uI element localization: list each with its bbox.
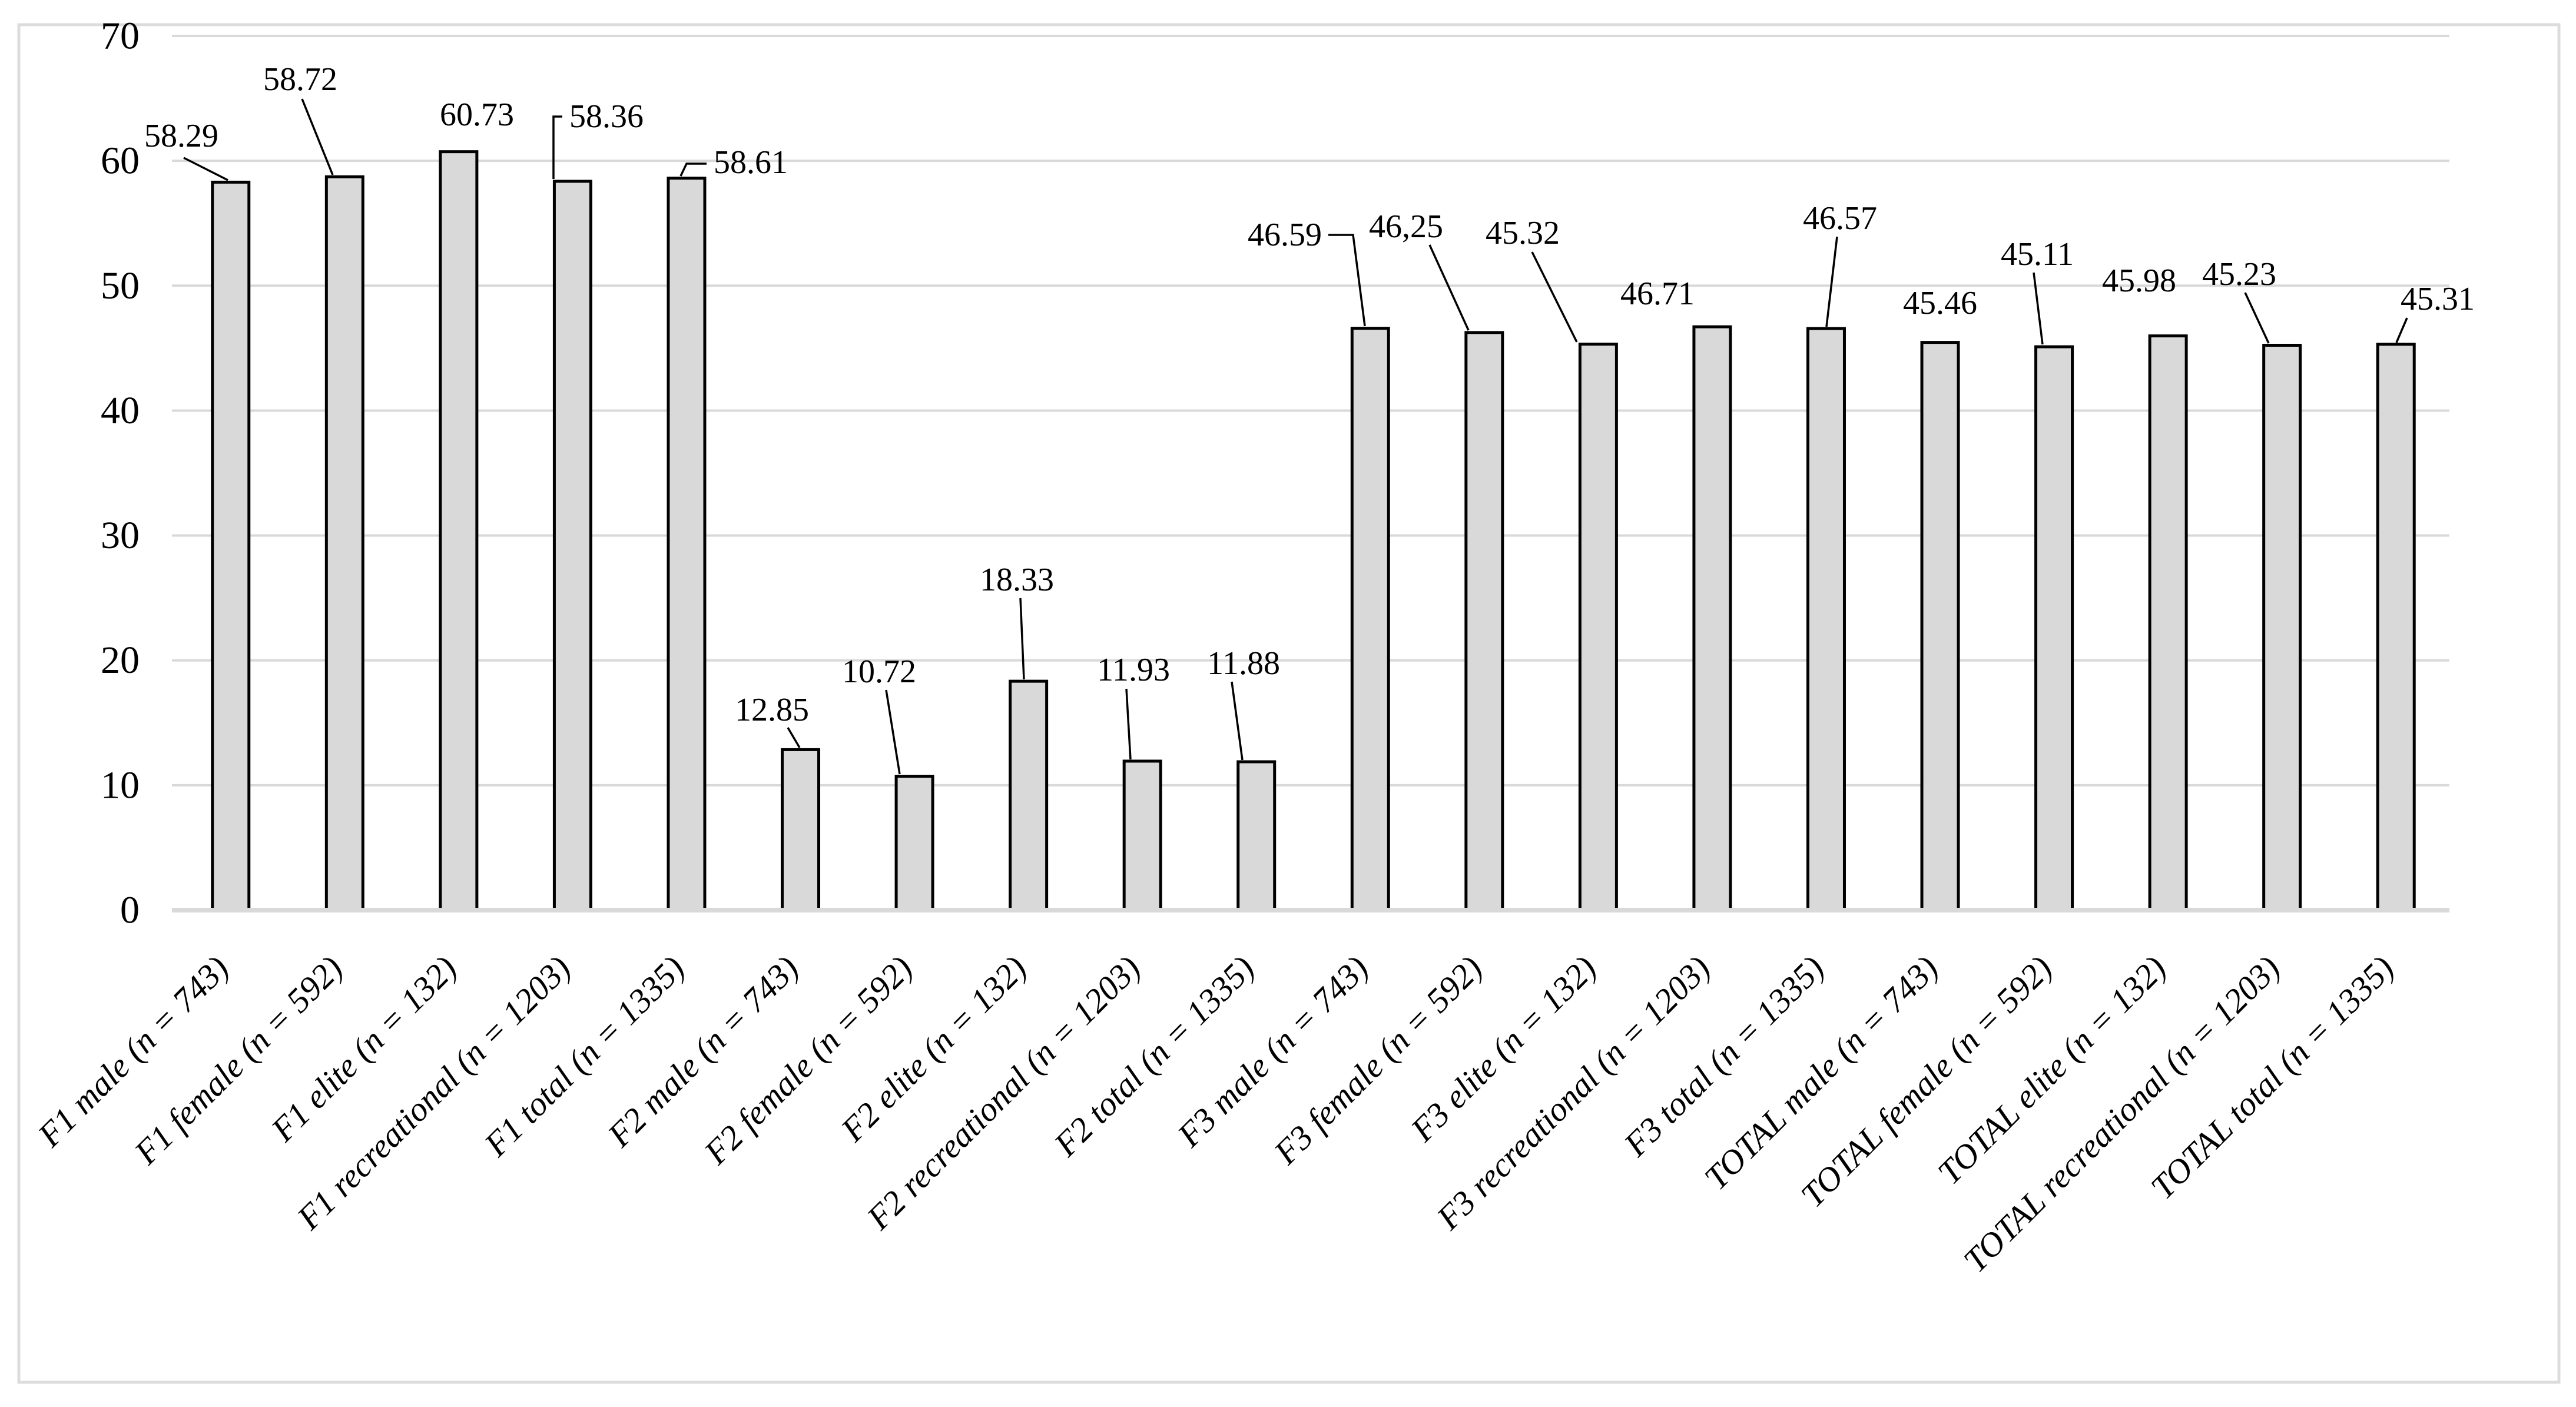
bar [894, 775, 934, 912]
data-label: 58.72 [263, 61, 337, 98]
data-label: 10.72 [842, 653, 916, 690]
data-label: 60.73 [440, 97, 514, 133]
data-label: 11.88 [1207, 645, 1280, 682]
data-label-leader [787, 727, 801, 748]
y-axis-tick-label: 10 [101, 764, 140, 807]
data-label-leader [885, 689, 901, 775]
x-axis-category-label: F2 total (n = 1335) [1046, 948, 1262, 1164]
y-axis-tick-label: 40 [101, 389, 140, 432]
x-axis-category-label: F2 male (n = 743) [600, 948, 806, 1154]
y-axis-tick-label: 70 [101, 15, 140, 58]
data-label-leader [183, 157, 228, 181]
y-axis-tick-label: 50 [101, 264, 140, 307]
bar [211, 180, 251, 912]
data-label-leader [2395, 317, 2408, 343]
data-labels: 58.29 58.72 60.73 58.36 58.61 12.85 10.72 18.33… [144, 61, 2475, 728]
bar [1464, 331, 1504, 912]
data-label: 46.71 [1620, 276, 1695, 312]
data-label-leader [1125, 688, 1132, 760]
x-axis-category-label: TOTAL elite (n = 132) [1930, 948, 2173, 1192]
x-axis-category-label: F3 female (n = 592) [1266, 948, 1490, 1172]
bar [781, 748, 821, 912]
x-axis-category-label: F1 total (n = 1335) [476, 948, 692, 1164]
x-axis-category-label: F1 male (n = 743) [30, 948, 236, 1154]
bar [1350, 327, 1390, 912]
bar [1806, 327, 1846, 912]
data-label: 45.11 [2001, 236, 2074, 273]
bar [667, 177, 707, 912]
bar [439, 150, 479, 912]
y-axis-tick-label: 60 [101, 140, 140, 182]
data-label-leader [1531, 251, 1578, 343]
data-label: 45.98 [2102, 263, 2176, 299]
y-axis-tick-label: 20 [101, 639, 140, 682]
data-label: 58.61 [714, 144, 788, 181]
data-label: 11.93 [1097, 652, 1170, 688]
bar [2034, 345, 2074, 912]
bar [1578, 343, 1618, 912]
bar [2148, 334, 2188, 912]
x-axis-category-label: F1 female (n = 592) [127, 948, 350, 1172]
data-label-leader-lines [183, 98, 2408, 775]
x-axis-labels: F1 male (n = 743)F1 female (n = 592)F1 e… [30, 948, 2401, 1280]
bar [1122, 759, 1162, 912]
data-label: 58.36 [569, 98, 644, 135]
bar [1920, 341, 1960, 912]
data-label-leader [1328, 234, 1366, 327]
data-label-leader [2244, 292, 2270, 344]
bar [2376, 343, 2416, 912]
data-label: 45.23 [2202, 256, 2276, 293]
bar [2262, 343, 2302, 912]
data-label-leader [1019, 598, 1025, 680]
bar [1236, 760, 1277, 912]
data-label: 45.31 [2401, 281, 2475, 317]
y-axis-labels: 0 10 20 30 40 50 60 70 [101, 15, 140, 932]
data-label-leader [1231, 681, 1244, 761]
data-label: 46.57 [1803, 200, 1877, 237]
data-label-leader [552, 115, 562, 179]
bar [324, 175, 364, 912]
data-label-leader [1428, 244, 1470, 331]
data-label: 12.85 [735, 692, 809, 728]
bars [211, 150, 2416, 912]
x-axis-category-label: F2 female (n = 592) [697, 948, 920, 1172]
data-label: 45.46 [1903, 285, 1977, 321]
data-label: 46,25 [1369, 208, 1443, 245]
data-label: 18.33 [980, 562, 1054, 598]
data-label-leader [2033, 272, 2044, 345]
data-label: 45.32 [1486, 215, 1560, 251]
figure-border [17, 23, 2561, 1384]
data-label: 58.29 [144, 118, 218, 154]
bar [552, 180, 592, 912]
y-axis-tick-label: 30 [101, 514, 140, 557]
gridlines [172, 35, 2449, 787]
x-axis-category-label: F3 total (n = 1335) [1616, 948, 1832, 1164]
bar [1692, 325, 1732, 912]
y-axis-tick-label: 0 [120, 889, 140, 932]
bar [1009, 679, 1049, 912]
data-label: 46.59 [1248, 217, 1322, 253]
data-label-leader [301, 98, 334, 175]
data-label-leader [1825, 236, 1838, 327]
data-label-leader [679, 162, 707, 177]
x-axis-category-label: F3 male (n = 743) [1169, 948, 1375, 1154]
